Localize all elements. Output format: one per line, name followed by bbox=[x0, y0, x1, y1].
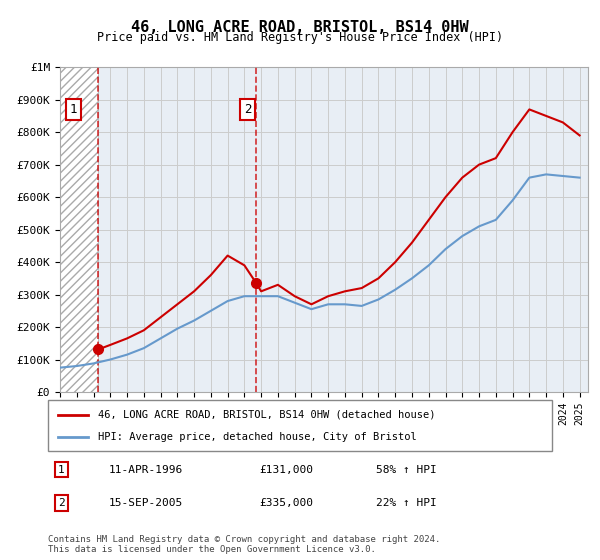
FancyBboxPatch shape bbox=[48, 400, 552, 451]
Text: 46, LONG ACRE ROAD, BRISTOL, BS14 0HW: 46, LONG ACRE ROAD, BRISTOL, BS14 0HW bbox=[131, 20, 469, 35]
Text: HPI: Average price, detached house, City of Bristol: HPI: Average price, detached house, City… bbox=[98, 432, 417, 442]
Text: Price paid vs. HM Land Registry's House Price Index (HPI): Price paid vs. HM Land Registry's House … bbox=[97, 31, 503, 44]
Text: 1: 1 bbox=[58, 465, 65, 475]
Text: 15-SEP-2005: 15-SEP-2005 bbox=[109, 498, 183, 508]
Text: 58% ↑ HPI: 58% ↑ HPI bbox=[376, 465, 436, 475]
Text: Contains HM Land Registry data © Crown copyright and database right 2024.
This d: Contains HM Land Registry data © Crown c… bbox=[48, 535, 440, 554]
Text: 11-APR-1996: 11-APR-1996 bbox=[109, 465, 183, 475]
Bar bbox=[60, 67, 98, 392]
Text: £335,000: £335,000 bbox=[260, 498, 314, 508]
Text: 46, LONG ACRE ROAD, BRISTOL, BS14 0HW (detached house): 46, LONG ACRE ROAD, BRISTOL, BS14 0HW (d… bbox=[98, 409, 436, 419]
Text: 2: 2 bbox=[244, 103, 251, 116]
Text: 22% ↑ HPI: 22% ↑ HPI bbox=[376, 498, 436, 508]
Text: 2: 2 bbox=[58, 498, 65, 508]
Text: 1: 1 bbox=[70, 103, 77, 116]
Text: £131,000: £131,000 bbox=[260, 465, 314, 475]
